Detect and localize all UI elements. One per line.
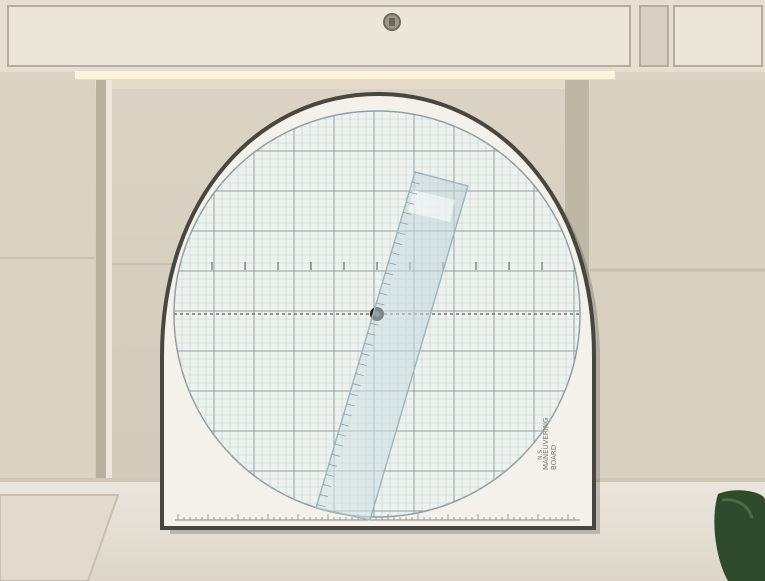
board-title-label: MANEUVERING bbox=[542, 418, 550, 470]
ruler-tick bbox=[322, 484, 332, 487]
desk-drawer bbox=[0, 494, 120, 581]
ruler-tick bbox=[394, 242, 403, 245]
ruler-tick bbox=[400, 222, 409, 225]
bottom-scale bbox=[175, 514, 580, 521]
ruler-tick bbox=[379, 292, 388, 296]
ruler-tick bbox=[358, 363, 367, 366]
ruler-tick bbox=[340, 423, 349, 427]
ruler-tick bbox=[370, 322, 379, 326]
ruler-tick bbox=[331, 453, 340, 457]
ruler-tick bbox=[337, 433, 346, 437]
ruler-tick bbox=[382, 282, 391, 286]
ruler-tick bbox=[373, 312, 382, 316]
ruler-tick bbox=[408, 191, 418, 195]
ruler-tick bbox=[411, 181, 421, 185]
ruler-tick bbox=[405, 201, 415, 205]
ruler-tick bbox=[361, 353, 370, 356]
ruler-tick bbox=[367, 332, 376, 336]
ruler-tick bbox=[391, 252, 400, 256]
ruler-tick bbox=[388, 262, 397, 266]
ruler-tick bbox=[349, 393, 358, 397]
board-subtitle-label: BOARD bbox=[550, 445, 558, 470]
ruler-tick bbox=[346, 403, 355, 407]
under-cabinet-light bbox=[75, 71, 615, 79]
ruler-tick bbox=[325, 474, 334, 477]
ruler-tick bbox=[376, 302, 385, 306]
ruler-tick bbox=[414, 171, 424, 175]
ruler-tick bbox=[319, 494, 329, 497]
plotting-ruler bbox=[315, 171, 469, 521]
ruler-tick bbox=[355, 373, 364, 376]
green-bag bbox=[714, 490, 765, 581]
board-id-label: N.S. bbox=[537, 448, 544, 460]
ruler-tick bbox=[397, 232, 406, 235]
overhead-cabinet bbox=[0, 0, 765, 72]
ruler-tick bbox=[403, 211, 412, 215]
ruler-tick bbox=[328, 463, 337, 467]
ruler-tick bbox=[385, 272, 394, 276]
ruler-tick bbox=[364, 342, 373, 346]
ruler-tick bbox=[352, 383, 361, 387]
ruler-tick bbox=[343, 413, 352, 417]
ruler-tick bbox=[334, 443, 343, 447]
ruler-tick bbox=[316, 504, 326, 508]
